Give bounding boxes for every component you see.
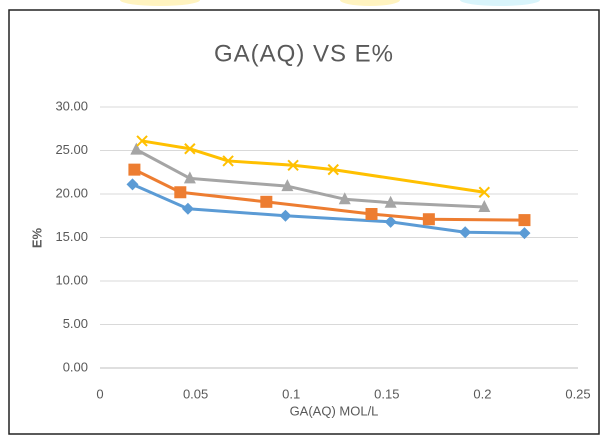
series-line bbox=[135, 148, 485, 209]
marker bbox=[518, 227, 531, 240]
y-tick-label: 10.00 bbox=[55, 272, 88, 287]
y-tick-label: 0.00 bbox=[63, 359, 88, 374]
marker bbox=[222, 155, 234, 167]
marker bbox=[183, 171, 196, 184]
marker bbox=[478, 186, 491, 198]
marker bbox=[126, 178, 139, 191]
marker bbox=[422, 213, 435, 226]
y-tick-label: 25.00 bbox=[55, 142, 88, 157]
x-tick-label: 0.1 bbox=[282, 386, 300, 401]
x-tick-label: 0.05 bbox=[183, 386, 208, 401]
marker bbox=[174, 186, 187, 199]
marker bbox=[260, 195, 273, 208]
marker bbox=[184, 143, 196, 155]
series-line bbox=[133, 168, 525, 222]
x-tick-label: 0.15 bbox=[374, 386, 399, 401]
marker bbox=[384, 195, 397, 208]
marker bbox=[327, 163, 339, 176]
series-line bbox=[141, 139, 485, 194]
marker bbox=[128, 163, 141, 176]
y-tick-label: 5.00 bbox=[63, 316, 88, 331]
decoration bbox=[120, 0, 200, 6]
marker bbox=[281, 179, 294, 192]
marker bbox=[181, 202, 194, 215]
x-tick-label: 0.2 bbox=[473, 386, 491, 401]
y-tick-label: 20.00 bbox=[55, 185, 88, 200]
chart-title: GA(AQ) VS E% bbox=[214, 40, 394, 67]
x-axis-label: GA(AQ) MOL/L bbox=[290, 403, 379, 418]
y-axis-label: E% bbox=[29, 227, 44, 248]
marker bbox=[130, 142, 143, 155]
marker bbox=[365, 208, 378, 221]
marker bbox=[136, 135, 148, 147]
x-tick-label: 0.25 bbox=[565, 386, 590, 401]
marker bbox=[459, 226, 472, 239]
marker bbox=[384, 215, 397, 228]
y-tick-label: 15.00 bbox=[55, 229, 88, 244]
marker bbox=[338, 192, 351, 205]
marker bbox=[279, 209, 292, 222]
marker bbox=[287, 159, 299, 171]
decoration bbox=[460, 0, 540, 6]
x-tick-label: 0 bbox=[96, 386, 103, 401]
marker bbox=[518, 214, 531, 227]
y-tick-label: 30.00 bbox=[55, 98, 88, 113]
frame bbox=[8, 9, 600, 435]
decoration bbox=[340, 0, 400, 6]
marker bbox=[478, 200, 491, 213]
series-line bbox=[131, 183, 525, 235]
